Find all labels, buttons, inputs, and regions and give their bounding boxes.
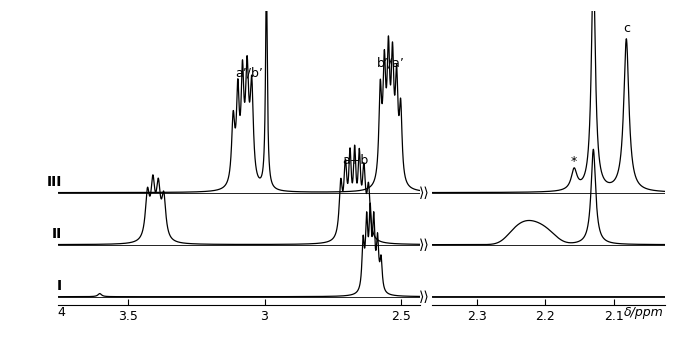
Text: a+b: a+b xyxy=(343,154,369,167)
Text: ⟩⟩: ⟩⟩ xyxy=(419,186,430,200)
Text: a’/b’: a’/b’ xyxy=(235,67,263,80)
Text: *: * xyxy=(571,155,577,168)
Text: III: III xyxy=(46,175,62,189)
Text: δ/ppm: δ/ppm xyxy=(624,306,663,319)
Text: ⟩⟩: ⟩⟩ xyxy=(419,238,430,252)
Text: c: c xyxy=(623,22,630,35)
Text: I: I xyxy=(56,279,62,293)
Text: ⟩⟩: ⟩⟩ xyxy=(419,290,430,304)
Text: 4: 4 xyxy=(58,306,66,319)
Text: II: II xyxy=(51,227,62,241)
Text: b’/a’: b’/a’ xyxy=(376,57,404,69)
